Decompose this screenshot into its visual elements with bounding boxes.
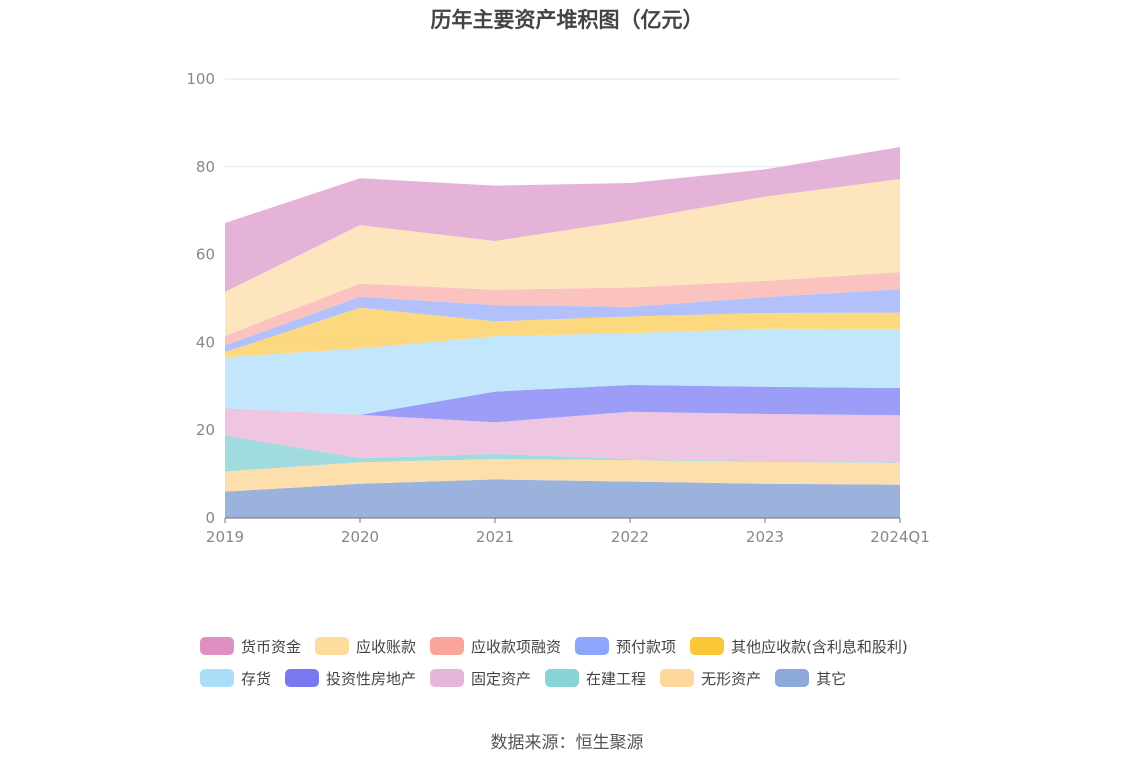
area-series-预付款项[interactable] (225, 289, 900, 353)
legend-item[interactable]: 在建工程 (545, 668, 646, 689)
legend-swatch (430, 637, 465, 655)
x-tick-label: 2020 (341, 528, 379, 546)
chart-title: 历年主要资产堆积图（亿元） (430, 8, 704, 32)
legend-item[interactable]: 投资性房地产 (285, 668, 416, 689)
x-tick-label: 2024Q1 (870, 528, 930, 546)
legend-swatch (575, 637, 610, 655)
legend-swatch (315, 637, 350, 655)
area-series-固定资产[interactable] (225, 408, 900, 463)
legend-row: 货币资金 应收账款 应收款项融资 预付款项 其他应收款(含利息和股利) (200, 630, 960, 662)
area-series-应收账款[interactable] (225, 179, 900, 336)
legend-swatch (285, 669, 320, 687)
legend-label: 应收款项融资 (471, 637, 562, 656)
legend-item[interactable]: 无形资产 (660, 668, 761, 689)
legend-swatch (660, 669, 695, 687)
area-series (225, 147, 900, 518)
y-tick-label: 40 (196, 333, 215, 351)
area-series-货币资金[interactable] (225, 147, 900, 292)
legend-label: 其它 (816, 669, 847, 688)
legend-swatch (200, 637, 234, 655)
legend-item[interactable]: 预付款项 (575, 636, 676, 657)
axes: 0 20 40 60 80 100 2019 2020 2021 2022 2023 2024Q1 (186, 70, 929, 546)
area-series-存货[interactable] (225, 328, 900, 415)
legend-label: 无形资产 (701, 669, 762, 688)
legend-item[interactable]: 存货 (200, 668, 271, 689)
legend-swatch (200, 669, 234, 687)
legend-label: 其他应收款(含利息和股利) (731, 637, 908, 656)
legend-item[interactable]: 货币资金 (200, 636, 301, 657)
legend-swatch (430, 669, 465, 687)
y-tick-label: 20 (196, 421, 215, 439)
legend-swatch (545, 669, 580, 687)
legend-item[interactable]: 其它 (775, 668, 846, 689)
y-tick-label: 80 (196, 158, 215, 176)
area-series-其它[interactable] (225, 479, 900, 518)
legend-label: 存货 (241, 669, 272, 688)
x-tick-label: 2019 (206, 528, 244, 546)
y-tick-label: 100 (186, 70, 215, 88)
x-tick-label: 2023 (746, 528, 784, 546)
legend-label: 投资性房地产 (326, 669, 417, 688)
legend-item[interactable]: 应收账款 (315, 636, 416, 657)
legend-swatch (690, 637, 725, 655)
area-series-应收款项融资[interactable] (225, 272, 900, 346)
legend-label: 货币资金 (241, 637, 302, 656)
x-tick-label: 2021 (476, 528, 514, 546)
legend-label: 在建工程 (586, 669, 647, 688)
area-series-其他应收款(含利息和股利)[interactable] (225, 307, 900, 358)
legend-item[interactable]: 应收款项融资 (430, 636, 561, 657)
legend-swatch (775, 669, 810, 687)
legend-row: 存货 投资性房地产 固定资产 在建工程 无形资产 其它 (200, 662, 960, 694)
data-source-note: 数据来源：恒生聚源 (490, 733, 644, 753)
legend-label: 应收账款 (356, 637, 417, 656)
area-series-无形资产[interactable] (225, 459, 900, 492)
legend-label: 预付款项 (616, 637, 677, 656)
y-tick-label: 60 (196, 246, 215, 264)
legend: 货币资金 应收账款 应收款项融资 预付款项 其他应收款(含利息和股利) 存货 投资性房地产… (200, 630, 960, 694)
legend-label: 固定资产 (471, 669, 532, 688)
stacked-area-chart: 0 20 40 60 80 100 2019 2020 2021 2022 2023 2024Q1 (186, 70, 929, 546)
legend-item[interactable]: 固定资产 (430, 668, 531, 689)
y-tick-label: 0 (205, 509, 215, 527)
legend-item[interactable]: 其他应收款(含利息和股利) (690, 636, 908, 657)
x-tick-label: 2022 (611, 528, 649, 546)
area-series-投资性房地产[interactable] (225, 384, 900, 423)
